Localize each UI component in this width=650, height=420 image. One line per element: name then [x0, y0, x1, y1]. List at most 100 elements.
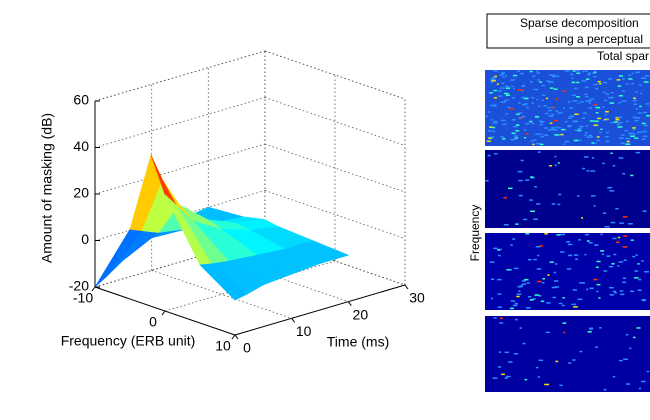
- spectrogram-speck: [615, 207, 619, 210]
- spectrogram-speck: [585, 95, 589, 98]
- spectrogram-speck: [522, 342, 526, 345]
- spectrogram-speck: [617, 265, 620, 267]
- spectrogram-speck: [491, 79, 496, 82]
- spectrogram-speck: [537, 151, 541, 153]
- spectrogram-speck: [582, 167, 585, 170]
- spectrogram-speck: [533, 88, 539, 91]
- spectrogram-speck: [548, 81, 552, 83]
- spectrogram-speck: [623, 235, 628, 237]
- spectrogram-speck: [497, 249, 501, 251]
- spectrogram-speck: [611, 263, 615, 265]
- spectrogram-speck: [585, 288, 589, 291]
- spectrogram-speck: [623, 259, 627, 262]
- spectrogram-speck: [486, 140, 491, 142]
- spectrogram-speck: [524, 103, 528, 105]
- spectrogram-speck: [599, 131, 602, 134]
- spectrogram-speck: [625, 333, 629, 336]
- spectrogram-speck: [601, 253, 605, 255]
- x-axis-label: Frequency (ERB unit): [61, 333, 196, 349]
- spectrogram-speck: [642, 135, 648, 138]
- z-tick-label: 20: [73, 185, 89, 201]
- spectrogram-speck: [499, 317, 503, 319]
- spectrogram-speck: [525, 122, 530, 125]
- spectrogram-speck: [559, 133, 564, 136]
- spectrogram-speck: [546, 302, 551, 304]
- spectrogram-speck: [552, 296, 556, 299]
- spectrogram-speck: [625, 143, 631, 145]
- spectrogram-speck: [630, 290, 635, 293]
- spectrogram-speck: [539, 245, 544, 247]
- z-axis-label: Amount of masking (dB): [39, 113, 55, 263]
- spectrogram-speck: [507, 106, 511, 109]
- spectrogram-speck: [529, 299, 534, 301]
- spectrogram-speck: [506, 269, 511, 271]
- spectrogram-speck: [591, 142, 595, 144]
- spectrogram-speck: [540, 135, 545, 138]
- spectrogram-speck: [634, 270, 639, 272]
- spectrogram-speck: [553, 119, 559, 122]
- spectrogram-speck: [602, 106, 605, 108]
- spectrogram-speck: [632, 127, 636, 129]
- spectrogram-speck: [625, 137, 631, 140]
- spectrogram-speck: [547, 106, 551, 109]
- spectrogram-speck: [635, 254, 638, 256]
- spectrogram-speck: [501, 373, 505, 376]
- spectrogram-speck: [557, 127, 562, 129]
- spectrogram-speck: [588, 102, 591, 104]
- spectrogram-speck: [490, 78, 496, 80]
- spectrogram-speck: [504, 351, 509, 354]
- spectrogram-speck: [622, 172, 626, 175]
- spectrogram-speck: [517, 170, 523, 173]
- spectrogram-speck: [584, 86, 589, 89]
- spectrogram-speck: [617, 236, 621, 239]
- spectrogram-speck: [585, 78, 590, 80]
- spectrogram-speck: [576, 96, 580, 98]
- spectrogram-speck: [522, 84, 525, 86]
- spectrogram-speck: [533, 258, 537, 261]
- spectrogram-speck: [572, 359, 576, 361]
- spectrogram-speck: [536, 70, 539, 72]
- spectrogram-speck: [599, 82, 602, 85]
- spectrogram-speck: [621, 100, 627, 102]
- spectrogram-speck: [641, 122, 646, 125]
- spectrogram-speck: [557, 112, 562, 114]
- spectrogram-speck: [577, 102, 580, 105]
- spectrogram-speck: [642, 130, 647, 133]
- spectrogram-speck: [612, 237, 617, 240]
- spectrogram-speck: [530, 177, 535, 179]
- spectrogram-speck: [590, 136, 594, 138]
- spectrogram-speck: [518, 179, 523, 182]
- spectrogram-speck: [493, 89, 497, 92]
- spectrogram-speck: [521, 115, 526, 118]
- spectrogram-speck: [579, 139, 582, 142]
- spectrogram-speck: [610, 221, 616, 224]
- spectrogram-speck: [504, 85, 509, 88]
- spectrogram-speck: [509, 307, 515, 310]
- spectrogram-speck: [603, 270, 608, 272]
- spectrogram-speck: [606, 118, 610, 120]
- spectrogram-speck: [589, 287, 594, 290]
- spectrogram-speck: [571, 303, 577, 306]
- spectrogram-speck: [631, 72, 634, 75]
- spectrogram-speck: [530, 140, 534, 142]
- spectrogram-speck: [585, 233, 589, 236]
- spectrogram-speck: [523, 218, 528, 221]
- spectrogram-speck: [516, 295, 520, 298]
- spectrogram-panels: [485, 70, 650, 392]
- spectrogram-speck: [567, 243, 573, 246]
- spectrogram-speck: [503, 92, 509, 95]
- spectrogram-speck: [511, 85, 514, 87]
- tick-mark: [291, 318, 296, 323]
- spectrogram-speck: [515, 223, 519, 225]
- spectrogram-speck: [492, 76, 497, 79]
- spectrogram-speck: [607, 186, 613, 189]
- spectrogram-speck: [610, 152, 613, 155]
- spectrogram-speck: [501, 119, 506, 122]
- spectrogram-speck: [536, 268, 542, 270]
- spectrogram-speck: [571, 77, 574, 79]
- spectrogram-speck: [554, 263, 558, 265]
- spectrogram-speck: [587, 331, 592, 333]
- x-axis: [94, 286, 236, 336]
- spectrogram-speck: [596, 290, 599, 293]
- spectrogram-speck: [540, 133, 543, 135]
